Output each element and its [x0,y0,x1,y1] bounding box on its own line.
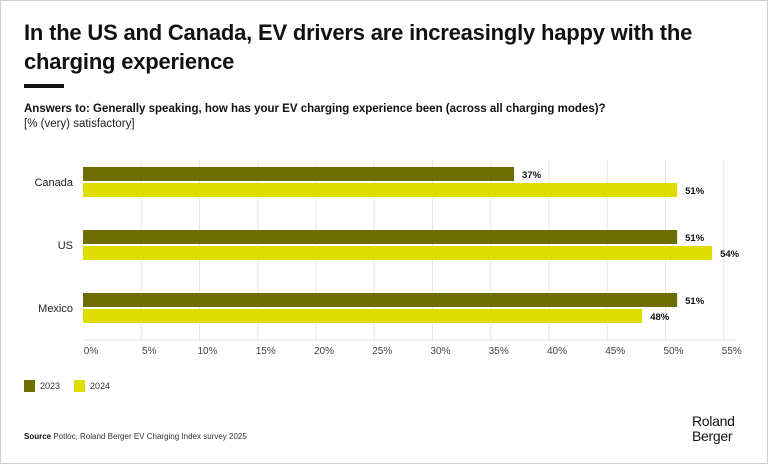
bar-2023-mexico [83,293,678,307]
data-label: 54% [720,249,740,260]
unit-note: [% (very) satisfactory] [24,118,135,130]
data-label: 51% [685,233,705,244]
category-label: Canada [34,177,73,189]
legend-label-2024: 2024 [90,381,111,391]
x-tick-label: 25% [372,346,392,357]
x-tick-labels: 0% 5% 10% 15% 20% 25% 30% 35% 40% 45% 50% 55% [84,346,742,357]
x-tick-label: 45% [605,346,625,357]
legend-swatch-2023 [24,380,35,392]
x-tick-label: 50% [663,346,683,357]
legend-label-2023: 2023 [40,381,61,391]
bar-2023-us [83,230,678,244]
title-rule [24,84,64,88]
legend-item-2024: 2024 [74,380,110,392]
data-label: 51% [685,296,705,307]
x-tick-label: 5% [142,346,157,357]
source-text: Potloc, Roland Berger EV Charging Index … [51,432,247,441]
x-tick-label: 0% [84,346,99,357]
bars: 37% 51% 51% 54% 51% 48% [83,167,740,323]
bar-2024-mexico [83,309,643,323]
x-tick-label: 55% [722,346,742,357]
x-tick-label: 30% [430,346,450,357]
bar-chart: 37% 51% 51% 54% 51% 48% Canada US Mexico 0% 5% 10… [34,160,742,357]
source-label: Source [24,432,52,441]
category-label: Mexico [38,303,73,315]
x-tick-label: 35% [489,346,509,357]
legend: 2023 2024 [24,380,118,392]
legend-swatch-2024 [74,380,86,392]
chart-subtitle: Answers to: Generally speaking, how has … [24,103,606,115]
legend-item-2023: 2023 [24,380,60,392]
chart-title: In the US and Canada, EV drivers are inc… [24,20,693,74]
bar-2023-canada [83,167,515,181]
x-tick-label: 40% [547,346,567,357]
logo-line-2: Berger [692,428,733,444]
bar-2024-canada [83,183,678,197]
source-note: Source Potloc, Roland Berger EV Charging… [24,432,247,441]
category-labels: Canada US Mexico [34,177,73,315]
roland-berger-logo: Roland Berger [692,414,735,444]
x-tick-label: 15% [256,346,276,357]
data-label: 37% [522,170,542,181]
category-label: US [58,240,73,252]
data-label: 51% [685,186,705,197]
x-tick-label: 20% [314,346,334,357]
data-label: 48% [650,312,670,323]
logo-line-1: Roland [692,413,735,429]
x-tick-label: 10% [197,346,217,357]
bar-2024-us [83,246,713,260]
